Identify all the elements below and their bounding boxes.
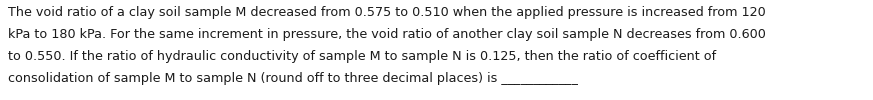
Text: consolidation of sample M to sample N (round off to three decimal places) is ___: consolidation of sample M to sample N (r… [8,72,578,85]
Text: kPa to 180 kPa. For the same increment in pressure, the void ratio of another cl: kPa to 180 kPa. For the same increment i… [8,28,766,41]
Text: The void ratio of a clay soil sample M decreased from 0.575 to 0.510 when the ap: The void ratio of a clay soil sample M d… [8,6,766,19]
Text: to 0.550. If the ratio of hydraulic conductivity of sample M to sample N is 0.12: to 0.550. If the ratio of hydraulic cond… [8,50,716,63]
